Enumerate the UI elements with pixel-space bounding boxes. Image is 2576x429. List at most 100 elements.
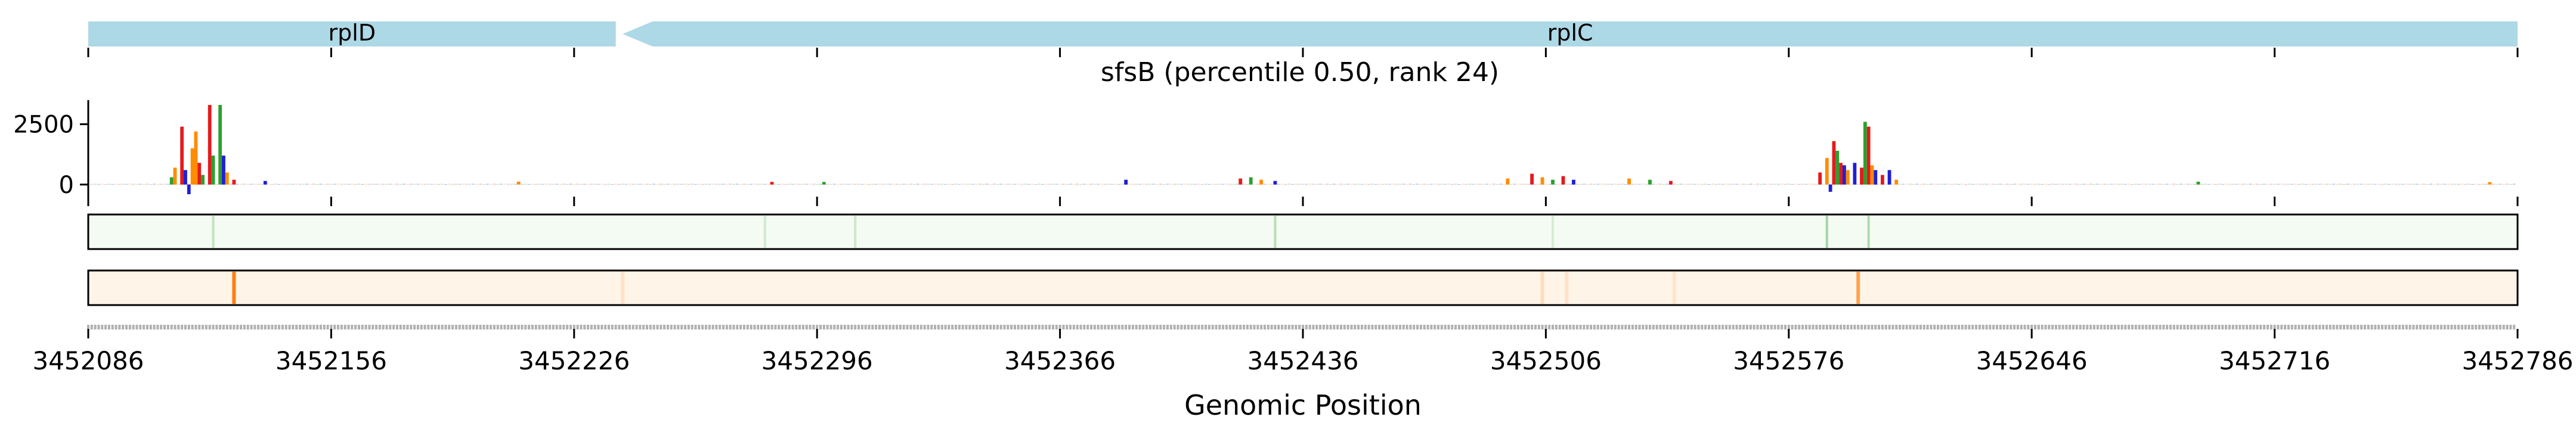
sequence-base-mark <box>2471 325 2474 329</box>
sequence-base-mark <box>857 325 860 329</box>
baseline-bar <box>420 184 423 185</box>
sequence-base-mark <box>2336 325 2339 329</box>
baseline-bar <box>565 184 569 185</box>
baseline-bar <box>1683 184 1686 185</box>
sequence-base-mark <box>1926 325 1929 329</box>
baseline-bar <box>2023 184 2026 185</box>
baseline-bar <box>2020 184 2023 185</box>
baseline-bar <box>2221 184 2224 185</box>
sequence-base-mark <box>663 325 666 329</box>
x-tick-label: 3452576 <box>1733 346 1844 375</box>
x-axis: 3452086 3452156 3452226 3452296 3452366 34524… <box>32 329 2574 375</box>
baseline-bar <box>1315 184 1318 185</box>
sequence-base-mark <box>149 325 152 329</box>
sequence-base-mark <box>635 325 638 329</box>
sequence-base-mark <box>1825 325 1828 329</box>
sequence-base-mark <box>1947 325 1950 329</box>
sequence-base-mark <box>1916 325 1919 329</box>
sequence-base-mark <box>1416 325 1419 329</box>
attribution-bar <box>208 105 212 185</box>
baseline-bar <box>2509 184 2512 185</box>
sequence-base-mark <box>160 325 163 329</box>
sequence-base-mark <box>128 325 131 329</box>
baseline-bar <box>624 184 628 185</box>
baseline-bar <box>246 184 250 185</box>
baseline-bar <box>354 184 357 185</box>
sequence-base-mark <box>1468 325 1471 329</box>
sequence-base-mark <box>1184 325 1187 329</box>
baseline-bar <box>2401 184 2405 185</box>
baseline-bar <box>2481 184 2485 185</box>
attribution-bar <box>1239 178 1243 185</box>
sequence-base-mark <box>510 325 513 329</box>
sequence-base-mark <box>1919 325 1922 329</box>
sequence-base-mark <box>1666 325 1669 329</box>
sequence-base-mark <box>631 325 634 329</box>
baseline-bar <box>2408 184 2411 185</box>
attribution-bar <box>1828 184 1832 192</box>
sequence-base-mark <box>177 325 180 329</box>
sequence-base-mark <box>822 325 825 329</box>
baseline-bar <box>590 184 593 185</box>
baseline-bar <box>2193 184 2197 185</box>
sequence-base-mark <box>2037 325 2040 329</box>
sequence-base-mark <box>2412 325 2415 329</box>
baseline-bar <box>989 184 992 185</box>
sequence-base-mark <box>1326 325 1329 329</box>
baseline-bar <box>527 184 531 185</box>
sequence-base-mark <box>1329 325 1332 329</box>
attribution-bar <box>197 163 202 185</box>
sequence-base-mark <box>614 325 617 329</box>
baseline-bar <box>239 184 243 185</box>
x-tick-label: 3452506 <box>1490 346 1602 375</box>
x-tick-label: 3452716 <box>2219 346 2330 375</box>
baseline-bar <box>603 184 607 185</box>
baseline-bar <box>468 184 472 185</box>
attribution-bar <box>169 177 174 185</box>
sequence-base-mark <box>503 325 506 329</box>
baseline-bar <box>767 184 770 185</box>
baseline-bar <box>1606 184 1610 185</box>
attribution-bar <box>180 126 184 185</box>
baseline-bar <box>836 184 840 185</box>
sequence-base-mark <box>1121 325 1124 329</box>
sequence-base-mark <box>2408 325 2411 329</box>
baseline-bar <box>763 184 767 185</box>
baseline-bar <box>1135 184 1138 185</box>
baseline-bar <box>2311 184 2314 185</box>
sequence-strip <box>86 325 2516 329</box>
baseline-bar <box>1367 184 1370 185</box>
sequence-base-mark <box>2436 325 2439 329</box>
sequence-base-mark <box>194 325 197 329</box>
baseline-bar <box>2318 184 2321 185</box>
sequence-base-mark <box>1281 325 1284 329</box>
sequence-base-mark <box>1593 325 1596 329</box>
baseline-bar <box>482 184 485 185</box>
sequence-base-mark <box>1516 325 1519 329</box>
sequence-base-mark <box>906 325 909 329</box>
sequence-base-mark <box>989 325 992 329</box>
sequence-base-mark <box>1215 325 1218 329</box>
baseline-bar <box>2182 184 2186 185</box>
baseline-bar <box>177 184 180 185</box>
baseline-bar <box>510 184 513 185</box>
sequence-base-mark <box>2513 325 2516 329</box>
sequence-base-mark <box>1260 325 1263 329</box>
sequence-base-mark <box>1312 325 1315 329</box>
baseline-bar <box>1051 184 1055 185</box>
sequence-base-mark <box>1493 325 1496 329</box>
baseline-bar <box>2453 184 2457 185</box>
sequence-base-mark <box>2256 325 2259 329</box>
baseline-bar <box>801 184 805 185</box>
sequence-base-mark <box>1360 325 1363 329</box>
sequence-base-mark <box>1881 325 1884 329</box>
baseline-bar <box>1964 184 1967 185</box>
sequence-base-mark <box>2426 325 2429 329</box>
sequence-base-mark <box>517 325 520 329</box>
baseline-bar <box>1173 184 1176 185</box>
baseline-bar <box>253 184 256 185</box>
sequence-base-mark <box>781 325 784 329</box>
baseline-bar <box>2176 184 2179 185</box>
sequence-base-mark <box>1436 325 1440 329</box>
sequence-base-mark <box>2187 325 2190 329</box>
